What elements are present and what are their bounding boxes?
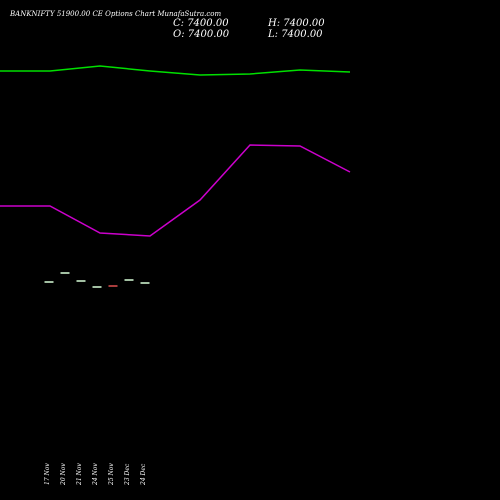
x-axis: 17 Nov 20 Nov 21 Nov 24 Nov 25 Nov 23 Dec 24 D… bbox=[44, 463, 147, 486]
x-tick-label: 20 Nov bbox=[60, 463, 67, 486]
x-tick-label: 23 Dec bbox=[124, 463, 131, 486]
series-layer bbox=[0, 65, 351, 237]
ohlc-low: L: 7400.00 bbox=[267, 29, 323, 40]
ohlc-close: C: 7400.00 bbox=[173, 18, 229, 29]
chart-title: BANKNIFTY 51900.00 CE Options Chart Muna… bbox=[9, 10, 221, 18]
candle-layer bbox=[44, 272, 150, 288]
x-tick-label: 21 Nov bbox=[76, 463, 83, 486]
x-tick-label: 24 Nov bbox=[92, 463, 99, 486]
ohlc-high: H: 7400.00 bbox=[267, 18, 325, 29]
x-tick-label: 24 Dec bbox=[140, 463, 147, 486]
series-line-1 bbox=[0, 65, 351, 76]
ohlc-open: O: 7400.00 bbox=[173, 29, 230, 40]
series-line-2 bbox=[0, 144, 351, 237]
x-tick-label: 17 Nov bbox=[44, 463, 51, 485]
x-tick-label: 25 Nov bbox=[108, 463, 115, 486]
